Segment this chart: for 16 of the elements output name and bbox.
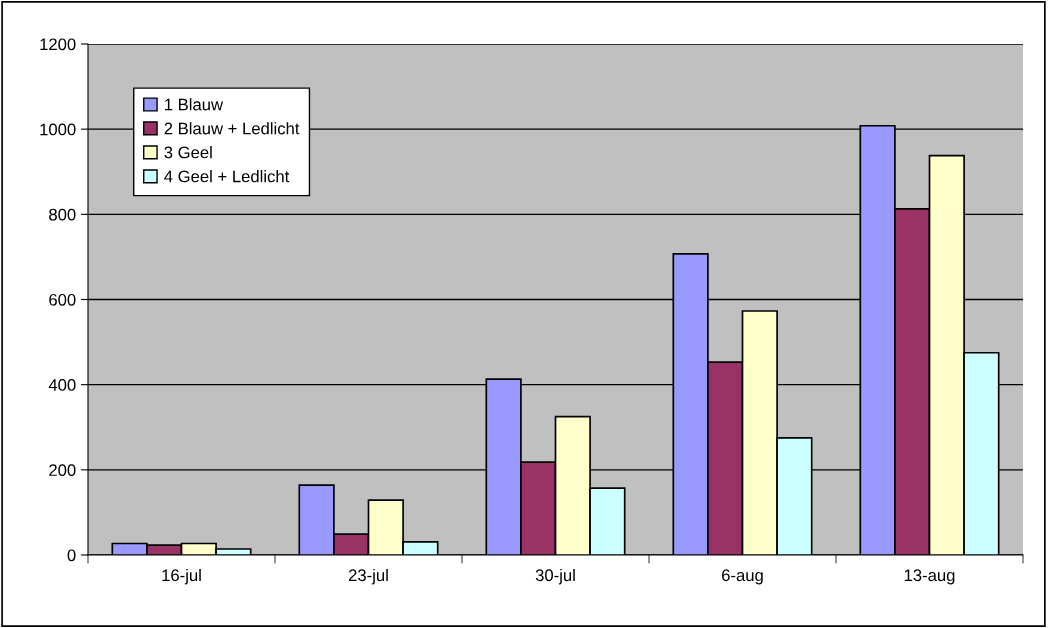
x-tick-label: 6-aug [722,569,763,585]
x-tick-label: 13-aug [904,569,955,585]
y-tick-label: 1200 [40,38,76,51]
legend-label: 4 Geel + Ledlicht [164,170,290,183]
x-tick-label: 23-jul [348,568,388,585]
x-tick-label: 30-jul [535,568,575,585]
y-tick-label: 200 [49,464,76,477]
y-tick-label: 400 [48,379,76,391]
x-tick-label: 16-jul [162,568,201,585]
y-tick-label: 1000 [40,123,76,136]
legend-label: 1 Blauw [165,98,224,111]
y-tick-label: 800 [49,208,76,221]
y-tick-label: 600 [49,293,76,306]
legend-label: 2 Blauw + Ledlicht [164,122,300,135]
legend-label: 3 Geel [164,146,212,159]
y-tick-label: 0 [67,549,76,562]
